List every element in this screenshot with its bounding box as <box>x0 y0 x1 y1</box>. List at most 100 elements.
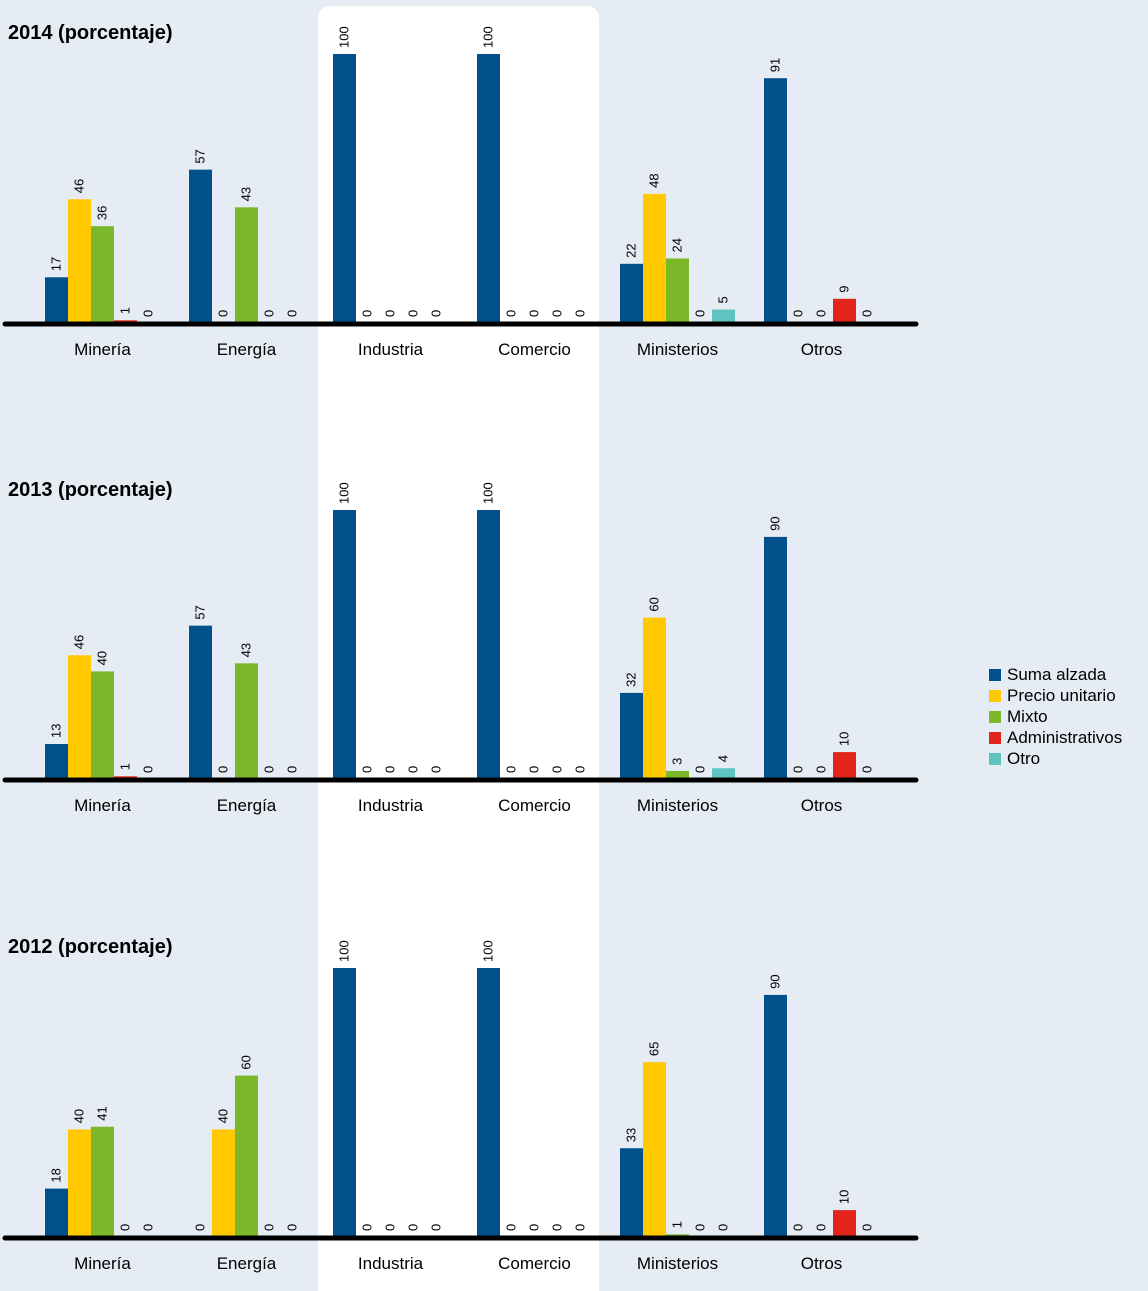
value-label: 0 <box>573 1224 588 1231</box>
bar <box>643 617 666 779</box>
category-label: Industria <box>358 340 424 359</box>
category-label: Energía <box>217 1254 277 1273</box>
category-label: Otros <box>801 1254 843 1273</box>
legend-item: Suma alzada <box>989 664 1122 685</box>
bar <box>91 671 114 779</box>
bar <box>68 655 91 779</box>
value-label: 0 <box>262 1224 277 1231</box>
value-label: 0 <box>285 766 300 773</box>
value-label: 0 <box>791 766 806 773</box>
bar <box>235 663 258 779</box>
bar <box>666 258 689 323</box>
value-label: 0 <box>550 766 565 773</box>
value-label: 0 <box>814 310 829 317</box>
value-label: 0 <box>118 1224 133 1231</box>
value-label: 57 <box>193 149 208 163</box>
panel-title: 2013 (porcentaje) <box>8 479 173 501</box>
category-label: Comercio <box>498 796 571 815</box>
bar <box>620 692 643 779</box>
bar <box>45 277 68 323</box>
value-label: 0 <box>216 766 231 773</box>
value-label: 0 <box>429 310 444 317</box>
value-label: 0 <box>504 766 519 773</box>
value-label: 40 <box>72 1109 87 1123</box>
legend-swatch <box>989 731 1001 744</box>
bar <box>833 1210 856 1237</box>
legend-label: Administrativos <box>1007 727 1123 747</box>
legend-item: Administrativos <box>989 727 1122 748</box>
value-label: 1 <box>118 307 133 314</box>
legend-label: Suma alzada <box>1007 664 1107 684</box>
value-label: 0 <box>285 310 300 317</box>
value-label: 43 <box>239 643 254 657</box>
value-label: 24 <box>670 238 685 252</box>
bar <box>666 770 689 779</box>
bar <box>477 968 500 1237</box>
category-label: Comercio <box>498 1254 571 1273</box>
value-label: 46 <box>72 635 87 649</box>
value-label: 0 <box>504 1224 519 1231</box>
value-label: 0 <box>383 310 398 317</box>
value-label: 0 <box>429 766 444 773</box>
legend-item: Precio unitario <box>989 685 1122 706</box>
bar <box>333 968 356 1237</box>
value-label: 10 <box>837 1190 852 1204</box>
bar <box>620 1148 643 1237</box>
value-label: 60 <box>239 1055 254 1069</box>
value-label: 0 <box>693 1224 708 1231</box>
category-label: Energía <box>217 340 277 359</box>
value-label: 48 <box>647 173 662 187</box>
bar <box>333 510 356 779</box>
bar <box>643 1062 666 1237</box>
bar <box>643 193 666 323</box>
value-label: 0 <box>550 310 565 317</box>
category-label: Industria <box>358 796 424 815</box>
value-label: 0 <box>504 310 519 317</box>
value-label: 0 <box>693 310 708 317</box>
value-label: 0 <box>573 766 588 773</box>
value-label: 0 <box>216 310 231 317</box>
value-label: 1 <box>118 763 133 770</box>
value-label: 40 <box>216 1109 231 1123</box>
value-label: 0 <box>193 1224 208 1231</box>
value-label: 0 <box>527 1224 542 1231</box>
value-label: 0 <box>262 766 277 773</box>
value-label: 0 <box>693 766 708 773</box>
value-label: 4 <box>716 755 731 762</box>
value-label: 0 <box>791 310 806 317</box>
value-label: 0 <box>141 310 156 317</box>
value-label: 0 <box>406 766 421 773</box>
value-label: 32 <box>624 672 639 686</box>
legend-swatch <box>989 668 1001 681</box>
value-label: 10 <box>837 732 852 746</box>
value-label: 0 <box>527 766 542 773</box>
value-label: 57 <box>193 605 208 619</box>
category-label: Minería <box>74 340 131 359</box>
bar <box>91 1126 114 1237</box>
value-label: 0 <box>360 766 375 773</box>
value-label: 0 <box>406 310 421 317</box>
bar <box>45 744 68 779</box>
value-label: 91 <box>768 58 783 72</box>
value-label: 9 <box>837 286 852 293</box>
bar <box>235 1075 258 1237</box>
legend-label: Otro <box>1007 748 1041 768</box>
value-label: 0 <box>285 1224 300 1231</box>
category-label: Ministerios <box>637 796 718 815</box>
panel-title: 2014 (porcentaje) <box>8 22 173 44</box>
value-label: 0 <box>429 1224 444 1231</box>
bar <box>68 1129 91 1237</box>
value-label: 1 <box>670 1221 685 1228</box>
legend-item: Otro <box>989 748 1122 769</box>
bar <box>620 263 643 323</box>
value-label: 90 <box>768 974 783 988</box>
value-label: 40 <box>95 651 110 665</box>
value-label: 100 <box>481 26 496 48</box>
value-label: 0 <box>860 1224 875 1231</box>
value-label: 100 <box>337 940 352 962</box>
value-label: 41 <box>95 1106 110 1120</box>
bar <box>764 78 787 324</box>
value-label: 3 <box>670 758 685 765</box>
bar <box>333 54 356 323</box>
